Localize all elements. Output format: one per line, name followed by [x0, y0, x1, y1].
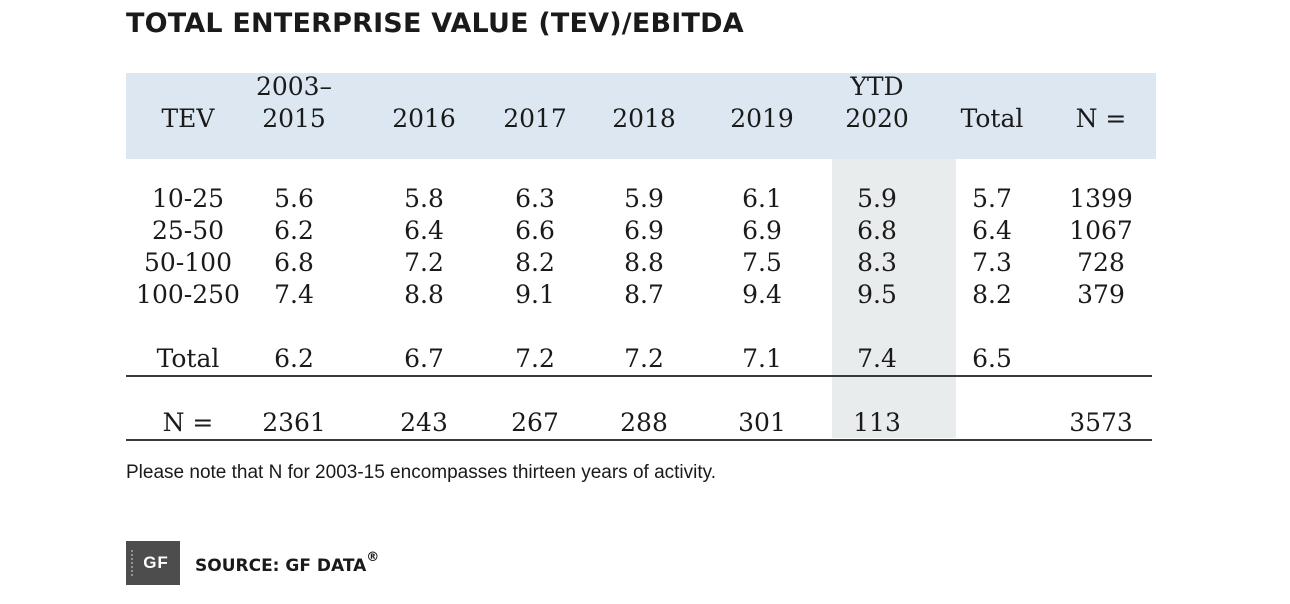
- table-cell: 5.8: [404, 184, 444, 213]
- row-label: 10-25: [151, 184, 225, 213]
- total-cell: 6.2: [274, 344, 314, 373]
- table-cell: 7.2: [404, 248, 444, 277]
- n-cell: 243: [400, 408, 448, 437]
- footnote: Please note that N for 2003-15 encompass…: [126, 462, 717, 483]
- column-header: 2020: [845, 104, 909, 133]
- column-header: 2019: [730, 104, 794, 133]
- column-header: 2017: [503, 104, 567, 133]
- page-title: TOTAL ENTERPRISE VALUE (TEV)/EBITDA: [126, 8, 744, 39]
- column-header-line1: YTD: [850, 72, 904, 101]
- table-cell: 9.5: [857, 280, 897, 309]
- table-cell: 8.8: [404, 280, 444, 309]
- table-cell: 6.9: [624, 216, 664, 245]
- table-cell: 6.3: [515, 184, 555, 213]
- table-cell: 8.7: [624, 280, 664, 309]
- row-label: 100-250: [136, 280, 240, 309]
- table-cell: 6.8: [857, 216, 897, 245]
- row-label: 25-50: [151, 216, 225, 245]
- source-line: GF SOURCE: GF DATA®: [126, 541, 379, 585]
- n-cell: 113: [853, 408, 901, 437]
- table-cell: 6.4: [404, 216, 444, 245]
- column-header: N =: [1075, 104, 1127, 133]
- row-label: 50-100: [144, 248, 232, 277]
- gf-data-logo: GF: [126, 541, 180, 585]
- table-cell: 1067: [1069, 216, 1133, 245]
- table-cell: 6.1: [742, 184, 782, 213]
- ytd-column-highlight: [832, 159, 956, 438]
- table-cell: 9.1: [515, 280, 555, 309]
- n-cell: 2361: [262, 408, 326, 437]
- total-cell: 6.5: [972, 344, 1012, 373]
- total-row-divider: [126, 375, 1152, 377]
- table-cell: 8.3: [857, 248, 897, 277]
- table-cell: 379: [1077, 280, 1125, 309]
- table-cell: 5.7: [972, 184, 1012, 213]
- table-cell: 5.9: [624, 184, 664, 213]
- column-header-line1: 2003–: [255, 72, 333, 101]
- table-cell: 6.4: [972, 216, 1012, 245]
- table-cell: 7.3: [972, 248, 1012, 277]
- n-cell: 267: [511, 408, 559, 437]
- total-cell: 6.7: [404, 344, 444, 373]
- table-cell: 6.6: [515, 216, 555, 245]
- table-cell: 7.4: [274, 280, 314, 309]
- total-cell: 7.2: [515, 344, 555, 373]
- tev-ebitda-table: TEV 2003– 2015 2016 2017 2018 2019 YTD 2020 Total…: [126, 72, 1156, 443]
- column-header: 2015: [262, 104, 326, 133]
- total-cell: 7.2: [624, 344, 664, 373]
- n-cell: 3573: [1069, 408, 1133, 437]
- column-header: TEV: [161, 104, 215, 133]
- table-cell: 5.6: [274, 184, 314, 213]
- n-cell: 301: [738, 408, 786, 437]
- table-cell: 6.9: [742, 216, 782, 245]
- source-label: SOURCE: GF DATA®: [195, 550, 379, 576]
- table-cell: 7.5: [742, 248, 782, 277]
- column-header: 2016: [392, 104, 456, 133]
- table-header-band: [126, 73, 1156, 159]
- table-cell: 6.2: [274, 216, 314, 245]
- table-cell: 8.8: [624, 248, 664, 277]
- total-cell: 7.1: [742, 344, 782, 373]
- table-cell: 5.9: [857, 184, 897, 213]
- total-cell: 7.4: [857, 344, 897, 373]
- registered-mark: ®: [366, 550, 380, 565]
- table-bottom-divider: [126, 439, 1152, 441]
- table-cell: 9.4: [742, 280, 782, 309]
- table-cell: 8.2: [972, 280, 1012, 309]
- table-cell: 728: [1077, 248, 1125, 277]
- column-header: Total: [960, 104, 1024, 133]
- n-row-label: N =: [162, 408, 214, 437]
- table-cell: 6.8: [274, 248, 314, 277]
- logo-dots-decoration: [130, 549, 134, 577]
- table-cell: 1399: [1069, 184, 1133, 213]
- source-label-text: SOURCE: GF DATA: [195, 556, 367, 576]
- column-header: 2018: [612, 104, 676, 133]
- total-row-label: Total: [156, 344, 220, 373]
- table-cell: 8.2: [515, 248, 555, 277]
- logo-text: GF: [143, 553, 169, 572]
- n-cell: 288: [620, 408, 668, 437]
